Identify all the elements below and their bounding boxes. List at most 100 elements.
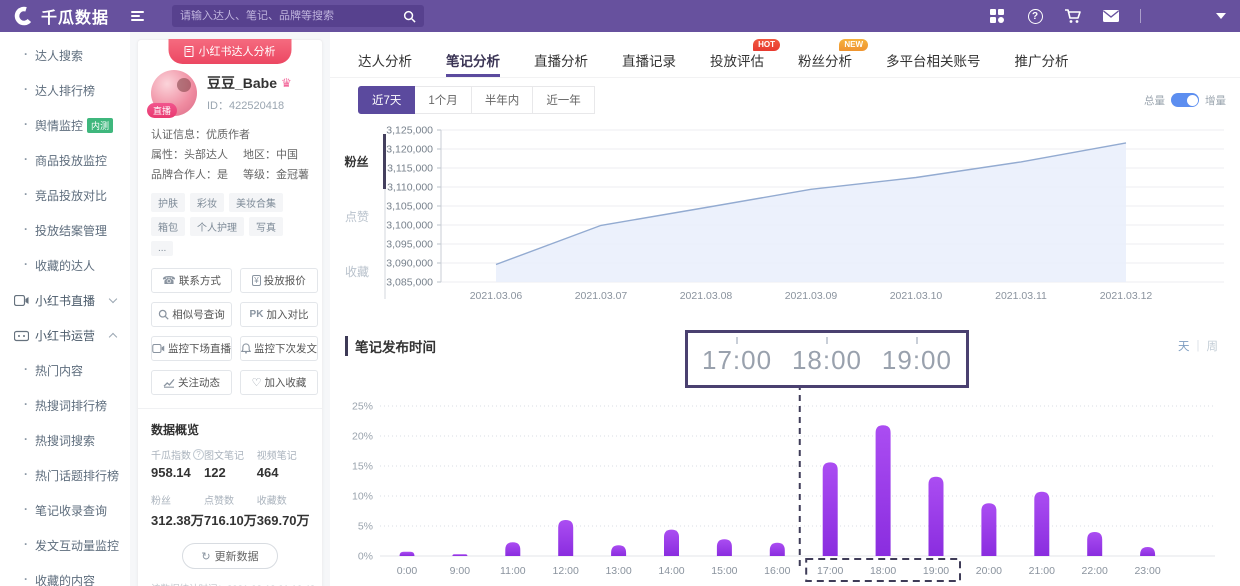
phone-icon: ☎ [162, 275, 176, 287]
tab-promotion-analysis[interactable]: 推广分析 [1014, 54, 1069, 69]
mail-icon[interactable] [1102, 7, 1120, 25]
quote-button[interactable]: ¥ 投放报价 [240, 268, 318, 293]
metric-likes[interactable]: 点赞 [330, 189, 386, 244]
stat-fans: 粉丝 312.38万 [151, 496, 204, 528]
sidebar-item-hot-topic-ranking[interactable]: 热门话题排行榜 [0, 458, 130, 493]
help-icon[interactable] [1026, 7, 1044, 25]
toggle-left-label: 总量 [1144, 94, 1165, 107]
tag-photo[interactable]: 写真 [249, 217, 283, 236]
metric-collects[interactable]: 收藏 [330, 244, 386, 299]
magnified-time-18: 18:00 [791, 345, 863, 375]
monitor-next-post-button[interactable]: 监控下次发文 [240, 336, 318, 361]
sidebar-item-hot-content[interactable]: 热门内容 [0, 353, 130, 388]
section-title: 笔记发布时间 [345, 336, 436, 356]
tag-bags[interactable]: 箱包 [151, 217, 185, 236]
nav-list-icon[interactable] [131, 11, 145, 21]
talent-analysis-ribbon[interactable]: 小红书达人分析 [168, 39, 292, 64]
filter-1-year[interactable]: 近一年 [533, 86, 595, 114]
total-increment-toggle[interactable] [1171, 93, 1199, 107]
sidebar-item-placement-report[interactable]: 投放结案管理 [0, 213, 130, 248]
sidebar-group-xhs-operation[interactable]: 小红书运营 [0, 318, 130, 353]
svg-text:0%: 0% [358, 551, 373, 563]
magnified-time-17: 17:00 [702, 345, 773, 375]
svg-text:2021.03.08: 2021.03.08 [680, 290, 733, 302]
sidebar-item-post-engagement-monitor[interactable]: 发文互动量监控 [0, 528, 130, 563]
level-info: 等级：金冠薯 [243, 169, 309, 181]
tab-live-records[interactable]: 直播记录 [622, 54, 676, 69]
tag-skincare[interactable]: 护肤 [151, 193, 185, 212]
live-badge[interactable]: 直播 [147, 103, 178, 118]
svg-text:12:00: 12:00 [553, 565, 579, 577]
add-compare-button[interactable]: PK 加入对比 [240, 302, 318, 327]
axis-tick [915, 337, 918, 344]
add-favorite-button[interactable]: ♡ 加入收藏 [240, 370, 318, 395]
time-range-filter: 近7天 1个月 半年内 近一年 总量 增量 [358, 86, 1226, 114]
report-icon [184, 45, 194, 57]
region-info: 地区：中国 [243, 149, 298, 161]
svg-text:15:00: 15:00 [711, 565, 737, 577]
sidebar-item-talent-ranking[interactable]: 达人排行榜 [0, 73, 130, 108]
search-input[interactable] [180, 10, 404, 22]
tag-makeup[interactable]: 彩妆 [190, 193, 224, 212]
user-menu-caret-icon[interactable] [1216, 13, 1226, 19]
monitor-next-live-button[interactable]: 监控下场直播 [151, 336, 232, 361]
follow-updates-button[interactable]: 关注动态 [151, 370, 232, 395]
refresh-data-button[interactable]: ↻ 更新数据 [182, 543, 278, 569]
sidebar-item-favorite-content[interactable]: 收藏的内容 [0, 563, 130, 586]
metric-fans[interactable]: 粉丝 [330, 134, 386, 189]
svg-text:20:00: 20:00 [976, 565, 1002, 577]
logo[interactable]: 千瓜数据 [14, 4, 109, 28]
tab-multi-platform-accounts[interactable]: 多平台相关账号 [886, 54, 981, 69]
magnified-time-19: 19:00 [881, 345, 952, 375]
apps-grid-icon[interactable] [988, 7, 1006, 25]
top-navbar: 千瓜数据 [0, 0, 1240, 32]
tag-beauty-collection[interactable]: 美妆合集 [229, 193, 283, 212]
tag-personal-care[interactable]: 个人护理 [190, 217, 244, 236]
sidebar-item-hot-word-ranking[interactable]: 热搜词排行榜 [0, 388, 130, 423]
info-icon[interactable] [193, 449, 204, 460]
tab-fans-analysis[interactable]: 粉丝分析 NEW [798, 39, 868, 77]
bell-icon [241, 343, 251, 354]
unit-day-toggle[interactable]: 天 [1178, 341, 1190, 353]
avatar[interactable]: 直播 [147, 70, 197, 118]
similar-account-button[interactable]: 相似号查询 [151, 302, 232, 327]
tab-live-analysis[interactable]: 直播分析 [534, 54, 588, 69]
sidebar-item-favorite-talents[interactable]: 收藏的达人 [0, 248, 130, 283]
tab-placement-evaluation[interactable]: 投放评估 HOT [710, 39, 780, 77]
filter-last-7-days[interactable]: 近7天 [358, 86, 416, 114]
time-magnifier-overlay: 17:00 18:00 19:00 [685, 330, 969, 388]
camera-icon [152, 344, 165, 353]
tab-note-analysis[interactable]: 笔记分析 [446, 50, 500, 77]
filter-1-month[interactable]: 1个月 [415, 86, 472, 114]
svg-text:15%: 15% [352, 461, 373, 473]
axis-tick [825, 337, 828, 344]
sidebar-item-talent-search[interactable]: 达人搜索 [0, 38, 130, 73]
svg-text:3,120,000: 3,120,000 [386, 144, 433, 156]
svg-text:9:00: 9:00 [450, 565, 471, 577]
contact-button[interactable]: ☎ 联系方式 [151, 268, 232, 293]
global-search[interactable] [172, 5, 425, 27]
filter-half-year[interactable]: 半年内 [471, 86, 534, 114]
search-icon[interactable] [403, 10, 416, 23]
sidebar-item-hot-word-search[interactable]: 热搜词搜索 [0, 423, 130, 458]
unit-divider: | [1196, 340, 1200, 352]
talent-id: ID：422520418 [207, 100, 285, 112]
cart-icon[interactable] [1064, 7, 1082, 25]
analysis-tabs: 达人分析 笔记分析 直播分析 直播记录 投放评估 HOT 粉丝分析 NEW 多平台相… [330, 32, 1240, 78]
brand-partner-info: 品牌合作人：是 [151, 169, 228, 181]
hot-badge: HOT [753, 39, 780, 51]
tag-more[interactable]: ... [151, 241, 174, 256]
tab-talent-analysis[interactable]: 达人分析 [358, 54, 412, 69]
svg-text:14:00: 14:00 [658, 565, 684, 577]
sidebar-item-competitor-compare[interactable]: 竞品投放对比 [0, 178, 130, 213]
sidebar-group-xhs-live[interactable]: 小红书直播 [0, 283, 130, 318]
svg-text:20%: 20% [352, 431, 373, 443]
sidebar-item-product-placement-monitor[interactable]: 商品投放监控 [0, 143, 130, 178]
unit-week-toggle[interactable]: 周 [1206, 341, 1219, 353]
sidebar-item-note-index-query[interactable]: 笔记收录查询 [0, 493, 130, 528]
metric-menu: 粉丝 点赞 收藏 [330, 122, 386, 310]
price-icon: ¥ [252, 275, 261, 286]
